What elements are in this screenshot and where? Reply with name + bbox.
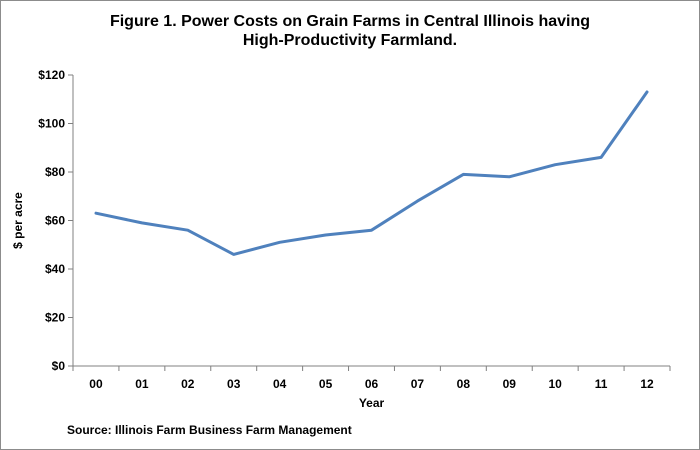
x-tick-label: 00 (89, 377, 103, 391)
y-axis-title: $ per acre (11, 192, 25, 249)
y-tick-label: $0 (52, 359, 66, 373)
y-tick-label: $80 (45, 165, 65, 179)
x-tick-label: 03 (227, 377, 241, 391)
y-tick-label: $40 (45, 262, 65, 276)
x-tick-label: 10 (549, 377, 563, 391)
chart-title-line-1: Figure 1. Power Costs on Grain Farms in … (109, 13, 591, 30)
chart-title: Figure 1. Power Costs on Grain Farms in … (0, 12, 700, 50)
x-tick-label: 07 (411, 377, 425, 391)
x-tick-label: 11 (595, 377, 608, 391)
x-tick-label: 02 (181, 377, 195, 391)
y-tick-label: $100 (38, 117, 65, 131)
y-axis: $0 $20 $40 $60 $80 $100 $120 (38, 68, 73, 373)
x-tick-label: 04 (273, 377, 287, 391)
x-axis: 00 01 02 03 04 05 06 07 08 09 10 11 12 (72, 366, 671, 391)
chart-title-line-2: High-Productivity Farmland. (242, 32, 458, 49)
series-line-0 (94, 90, 649, 256)
series-layer (94, 90, 649, 256)
x-axis-title: Year (359, 396, 385, 410)
y-tick-label: $20 (45, 311, 65, 325)
y-tick-label: $120 (38, 68, 65, 82)
chart-source: Source: Illinois Farm Business Farm Mana… (67, 423, 352, 437)
x-tick-label: 05 (319, 377, 333, 391)
x-tick-label: 09 (503, 377, 517, 391)
x-tick-label: 08 (457, 377, 471, 391)
y-tick-label: $60 (45, 214, 65, 228)
x-tick-label: 12 (640, 377, 654, 391)
x-tick-label: 01 (135, 377, 149, 391)
x-tick-label: 06 (365, 377, 379, 391)
